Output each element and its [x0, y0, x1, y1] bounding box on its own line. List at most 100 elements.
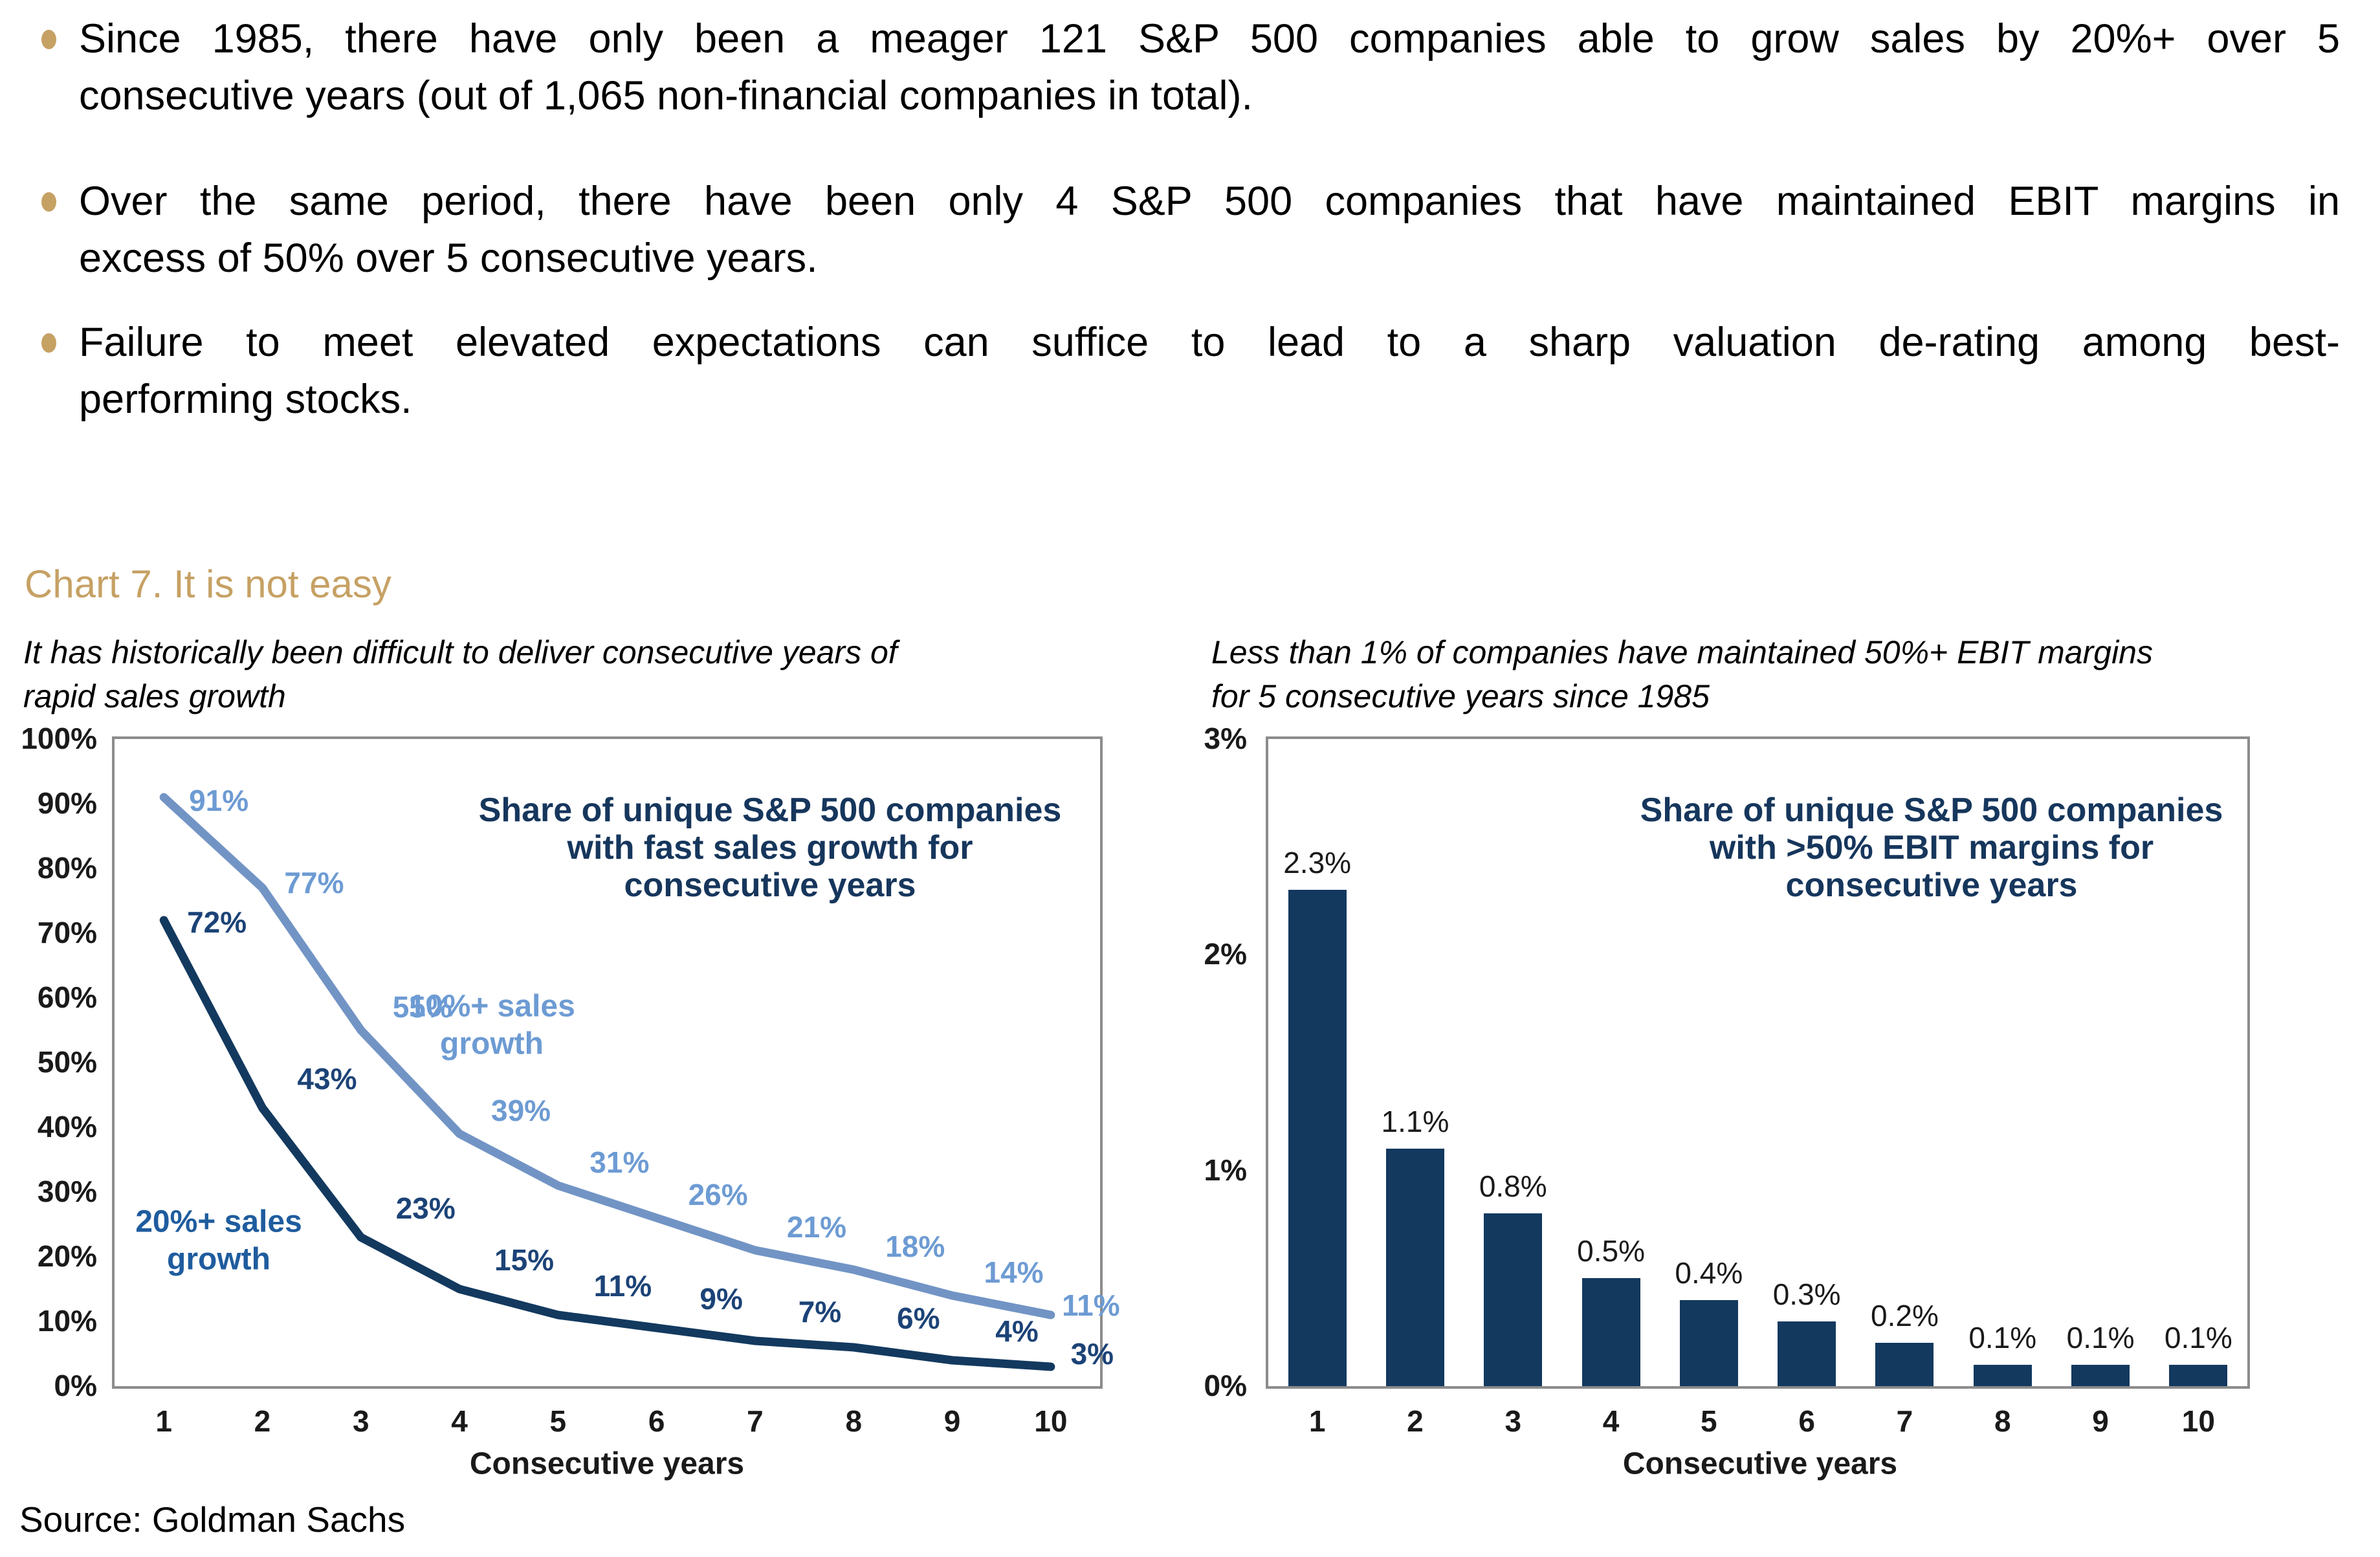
bar-label: 1.1%: [1381, 1105, 1449, 1139]
bar-label: 0.8%: [1479, 1169, 1547, 1204]
y-tick-label: 60%: [37, 980, 97, 1014]
data-label: 11%: [1062, 1288, 1120, 1322]
data-label: 9%: [700, 1282, 743, 1316]
chart-title-line: with >50% EBIT margins for: [1709, 829, 2154, 867]
line-series-20pct-growth: [159, 916, 1055, 1371]
data-label: 3%: [1070, 1337, 1114, 1371]
y-tick-label: 10%: [37, 1304, 97, 1338]
x-tick-label: 7: [747, 1404, 764, 1438]
data-label: 14%: [984, 1255, 1044, 1289]
bar: [1288, 890, 1347, 1386]
left-chart-subtitle: It has historically been difficult to de…: [23, 630, 898, 718]
bar-label: 2.3%: [1283, 846, 1352, 880]
bar: [1484, 1213, 1543, 1386]
bar: [1778, 1321, 1836, 1386]
bar-label: 0.5%: [1577, 1234, 1645, 1268]
y-tick-label: 80%: [37, 851, 97, 885]
data-label: 4%: [995, 1314, 1039, 1348]
plot-area: [112, 736, 1103, 1389]
bar: [1973, 1364, 2032, 1386]
bar: [1875, 1343, 1934, 1386]
data-label: 31%: [589, 1145, 650, 1179]
data-label: 15%: [494, 1243, 555, 1277]
line-series-10pct-growth: [159, 793, 1055, 1320]
bar: [2169, 1364, 2228, 1386]
bullet-text-line: Over the same period, there have been on…: [79, 179, 2340, 224]
y-tick-label: 30%: [37, 1175, 97, 1208]
data-label: 7%: [798, 1295, 842, 1329]
y-tick-label: 50%: [37, 1045, 97, 1079]
x-tick-label: 1: [1308, 1404, 1326, 1438]
x-tick-label: 3: [1504, 1404, 1522, 1438]
y-tick-label: 0%: [1204, 1369, 1247, 1402]
chart-title-line: consecutive years: [624, 867, 916, 904]
subtitle-line: Less than 1% of companies have maintaine…: [1211, 634, 2153, 670]
data-label: 18%: [885, 1230, 945, 1263]
series-annotation: 20%+ sales: [135, 1204, 302, 1239]
y-tick-label: 40%: [37, 1110, 97, 1143]
data-label: 6%: [897, 1301, 940, 1335]
data-label: 23%: [395, 1191, 456, 1225]
subtitle-line: It has historically been difficult to de…: [23, 634, 898, 670]
data-label: 39%: [491, 1094, 551, 1127]
x-tick-label: 5: [549, 1404, 567, 1438]
x-tick-label: 6: [1798, 1404, 1815, 1438]
y-tick-label: 20%: [37, 1239, 97, 1273]
y-tick-label: 0%: [54, 1369, 97, 1402]
y-tick-label: 90%: [37, 786, 97, 820]
chart-title-line: consecutive years: [1785, 867, 2078, 904]
bar: [1385, 1149, 1444, 1386]
bar-label: 0.1%: [2164, 1320, 2232, 1354]
y-tick-label: 70%: [37, 916, 97, 949]
x-tick-label: 2: [1407, 1404, 1424, 1438]
x-tick-label: 7: [1896, 1404, 1913, 1438]
right-chart-subtitle: Less than 1% of companies have maintaine…: [1211, 630, 2153, 718]
bullet-text-line: excess of 50% over 5 consecutive years.: [79, 236, 818, 281]
bar: [2071, 1364, 2130, 1386]
bullet-text-line: consecutive years (out of 1,065 non-fina…: [79, 73, 1253, 118]
y-tick-label: 2%: [1204, 937, 1247, 971]
data-label: 55%: [392, 990, 452, 1024]
x-tick-label: 9: [943, 1404, 961, 1438]
bar: [1679, 1299, 1738, 1386]
bullet-text-line: Failure to meet elevated expectations ca…: [79, 320, 2340, 365]
bullet-item: Since 1985, there have only been a meage…: [36, 10, 2340, 124]
bullet-list: Since 1985, there have only been a meage…: [36, 10, 2340, 428]
chart-section-heading: Chart 7. It is not easy: [25, 562, 391, 606]
data-label: 43%: [297, 1062, 357, 1096]
bullet-item: Over the same period, there have been on…: [36, 173, 2340, 287]
chart-title-line: with fast sales growth for: [567, 829, 973, 867]
x-tick-label: 3: [352, 1404, 369, 1438]
bullet-dot-icon: [41, 192, 56, 212]
bullet-dot-icon: [41, 30, 56, 49]
chart-title-line: Share of unique S&P 500 companies: [1640, 791, 2223, 829]
line-series-canvas: [159, 793, 1055, 1371]
x-tick-label: 5: [1701, 1404, 1717, 1438]
bar-label: 0.4%: [1675, 1255, 1743, 1290]
x-tick-label: 6: [648, 1404, 665, 1438]
y-tick-label: 3%: [1204, 722, 1247, 755]
data-label: 21%: [786, 1210, 846, 1244]
bullet-dot-icon: [41, 333, 56, 353]
y-tick-label: 100%: [21, 722, 97, 755]
bullet-text-line: Since 1985, there have only been a meage…: [79, 16, 2340, 61]
source-note: Source: Goldman Sachs: [19, 1499, 406, 1540]
series-annotation: 10%+ sales: [408, 989, 575, 1024]
subtitle-line: rapid sales growth: [23, 678, 286, 714]
bullet-text-line: performing stocks.: [79, 377, 412, 422]
bar: [1581, 1278, 1640, 1386]
x-axis-title: Consecutive years: [469, 1446, 745, 1481]
bullet-item: Failure to meet elevated expectations ca…: [36, 314, 2340, 428]
x-tick-label: 8: [1994, 1404, 2011, 1438]
bar-label: 0.3%: [1772, 1277, 1841, 1311]
data-label: 11%: [593, 1269, 652, 1303]
x-tick-label: 2: [254, 1404, 271, 1438]
x-tick-label: 1: [155, 1404, 172, 1438]
data-label: 77%: [284, 866, 344, 900]
series-annotation: growth: [440, 1026, 544, 1061]
series-annotation: growth: [167, 1242, 270, 1277]
x-tick-label: 9: [2092, 1404, 2109, 1438]
data-label: 26%: [688, 1178, 748, 1211]
x-tick-label: 10: [1034, 1404, 1068, 1438]
